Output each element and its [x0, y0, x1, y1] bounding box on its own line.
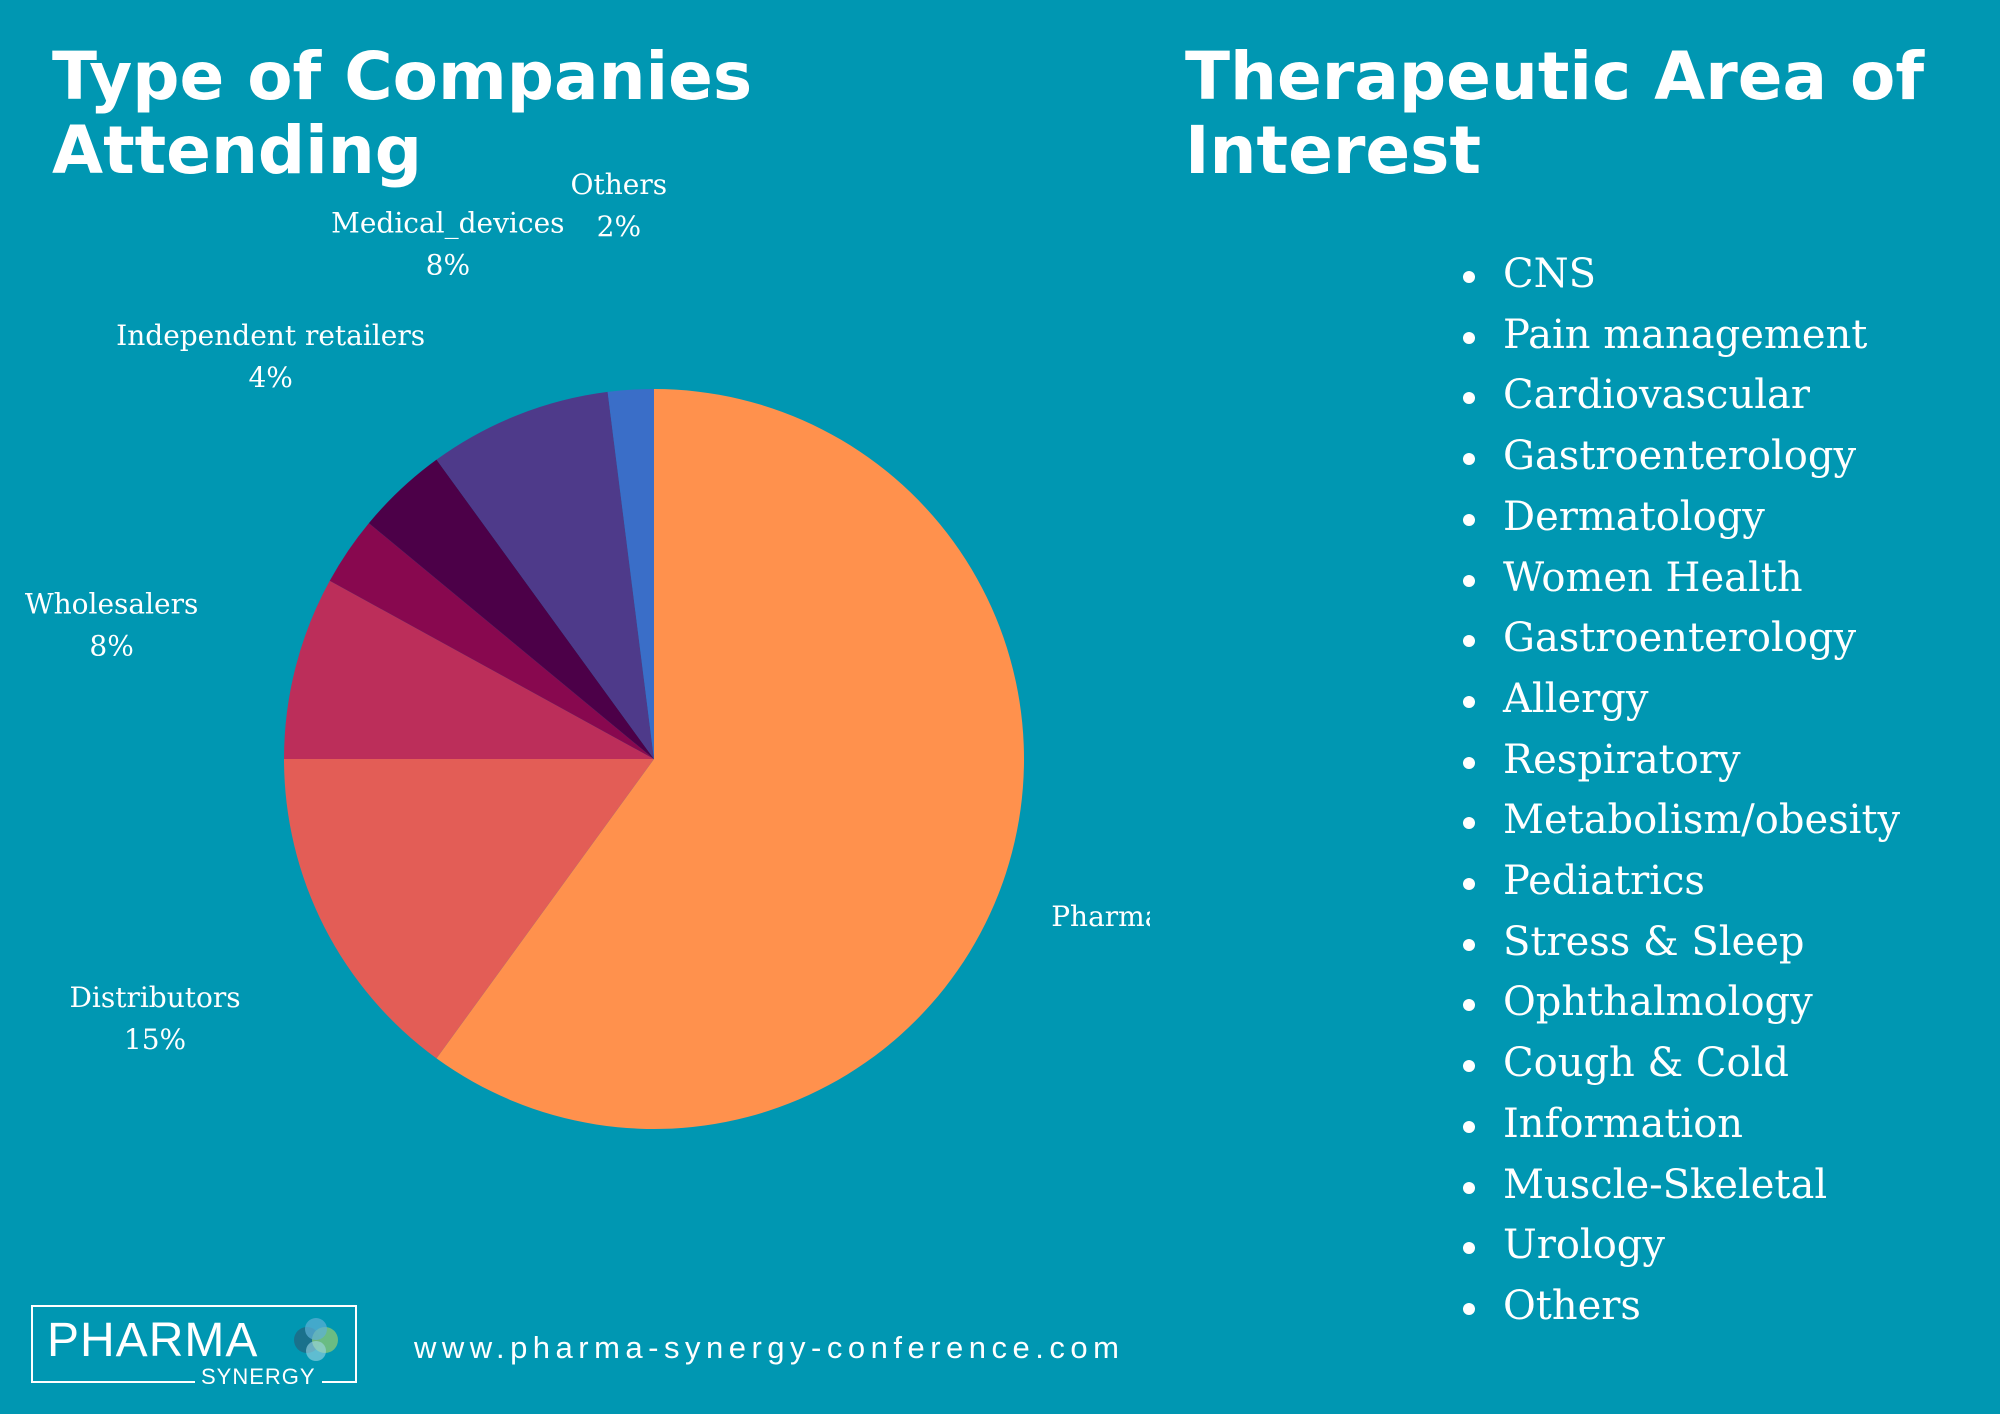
therapeutic-area-label: Pain management	[1503, 311, 1868, 358]
therapeutic-area-item: Pediatrics	[1455, 851, 1900, 912]
therapeutic-area-item: CNS	[1455, 244, 1900, 305]
pie-slice	[436, 389, 1024, 1129]
bullet-icon	[1463, 392, 1475, 405]
therapeutic-area-label: Others	[1503, 1282, 1641, 1329]
pie-chart-title: Type of Companies Attending	[52, 38, 753, 189]
therapeutic-area-label: Pediatrics	[1503, 858, 1705, 905]
pie-slice-label: Others	[571, 168, 668, 201]
therapeutic-area-item: Gastroenterology	[1455, 608, 1900, 669]
pie-slices	[284, 389, 1024, 1129]
pie-slice-value: 8%	[89, 630, 133, 663]
therapeutic-area-item: Pain management	[1455, 305, 1900, 366]
pie-labels: Pharma companies60%Distributors15%Wholes…	[25, 168, 1150, 1056]
pie-slice-label: Distributors	[69, 981, 240, 1014]
bullet-icon	[1463, 999, 1475, 1012]
pie-slice-label: Wholesalers	[25, 588, 199, 621]
bullet-icon	[1463, 453, 1475, 466]
therapeutic-area-item: Urology	[1455, 1215, 1900, 1276]
bullet-icon	[1463, 938, 1475, 951]
bullet-icon	[1463, 635, 1475, 648]
bullet-icon	[1463, 513, 1475, 526]
therapeutic-area-item: Women Health	[1455, 548, 1900, 609]
pie-slice-value: 8%	[426, 248, 470, 281]
pie-slice	[368, 459, 654, 759]
therapeutic-area-label: Dermatology	[1503, 493, 1765, 540]
therapeutic-area-title: Therapeutic Area of Interest	[1185, 38, 1925, 189]
therapeutic-area-label: Metabolism/obesity	[1503, 797, 1901, 844]
therapeutic-area-label: Allergy	[1503, 675, 1649, 722]
logo-sub-text: SYNERGY	[195, 1365, 322, 1389]
pie-slice	[284, 580, 654, 759]
pie-slice-value: 4%	[248, 361, 292, 394]
bullet-icon	[1463, 756, 1475, 769]
therapeutic-area-label: Stress & Sleep	[1503, 918, 1805, 965]
pie-slice-label: Medical_devices	[331, 206, 564, 239]
bullet-icon	[1463, 1181, 1475, 1194]
logo-molecule-icon	[294, 1318, 338, 1361]
therapeutic-area-item: Cardiovascular	[1455, 365, 1900, 426]
bullet-icon	[1463, 1120, 1475, 1133]
therapeutic-area-item: Information	[1455, 1094, 1900, 1155]
therapeutic-area-item: Allergy	[1455, 669, 1900, 730]
therapeutic-area-item: Metabolism/obesity	[1455, 790, 1900, 851]
therapeutic-area-label: Ophthalmology	[1503, 979, 1813, 1026]
therapeutic-area-label: Information	[1503, 1100, 1744, 1147]
therapeutic-area-label: Muscle-Skeletal	[1503, 1161, 1828, 1208]
bullet-icon	[1463, 1060, 1475, 1073]
therapeutic-area-item: Cough & Cold	[1455, 1033, 1900, 1094]
therapeutic-area-label: Cough & Cold	[1503, 1040, 1789, 1087]
therapeutic-area-list: CNS Pain management Cardiovascular Gastroen…	[1455, 244, 1900, 1337]
therapeutic-area-label: Gastroenterology	[1503, 615, 1857, 662]
bullet-icon	[1463, 271, 1475, 283]
therapeutic-area-label: Respiratory	[1503, 736, 1741, 783]
pharma-synergy-logo: PHARMA SYNERGY	[31, 1305, 357, 1389]
therapeutic-area-label: Gastroenterology	[1503, 433, 1857, 480]
pie-slice-label: Pharma companies	[1051, 900, 1150, 933]
bullet-icon	[1463, 695, 1475, 708]
pie-slice-label: Independent retailers	[116, 319, 425, 352]
logo-main-text: PHARMA	[47, 1314, 259, 1367]
pie-slice	[436, 391, 654, 759]
therapeutic-area-item: Dermatology	[1455, 487, 1900, 548]
website-url[interactable]: www.pharma-synergy-conference.com	[414, 1330, 1125, 1365]
therapeutic-area-label: Women Health	[1503, 554, 1803, 601]
pie-slice	[284, 759, 654, 1059]
pie-slice	[607, 389, 654, 759]
therapeutic-area-item: Respiratory	[1455, 730, 1900, 791]
bullet-icon	[1463, 878, 1475, 891]
therapeutic-area-item: Muscle-Skeletal	[1455, 1155, 1900, 1216]
therapeutic-area-item: Ophthalmology	[1455, 972, 1900, 1033]
bullet-icon	[1463, 817, 1475, 830]
therapeutic-area-item: Gastroenterology	[1455, 426, 1900, 487]
therapeutic-area-label: CNS	[1503, 251, 1597, 297]
bullet-icon	[1463, 1242, 1475, 1255]
pie-slice-value: 2%	[597, 210, 641, 243]
bullet-icon	[1463, 574, 1475, 587]
bullet-icon	[1463, 1302, 1475, 1315]
pie-slice	[329, 523, 654, 759]
bullet-icon	[1463, 331, 1475, 344]
therapeutic-area-label: Cardiovascular	[1503, 372, 1810, 419]
company-type-pie-chart: Pharma companies60%Distributors15%Wholes…	[25, 168, 1150, 1129]
therapeutic-area-label: Urology	[1503, 1222, 1665, 1269]
pie-slice-value: 15%	[124, 1023, 186, 1056]
therapeutic-area-item: Others	[1455, 1276, 1900, 1337]
therapeutic-area-item: Stress & Sleep	[1455, 912, 1900, 973]
